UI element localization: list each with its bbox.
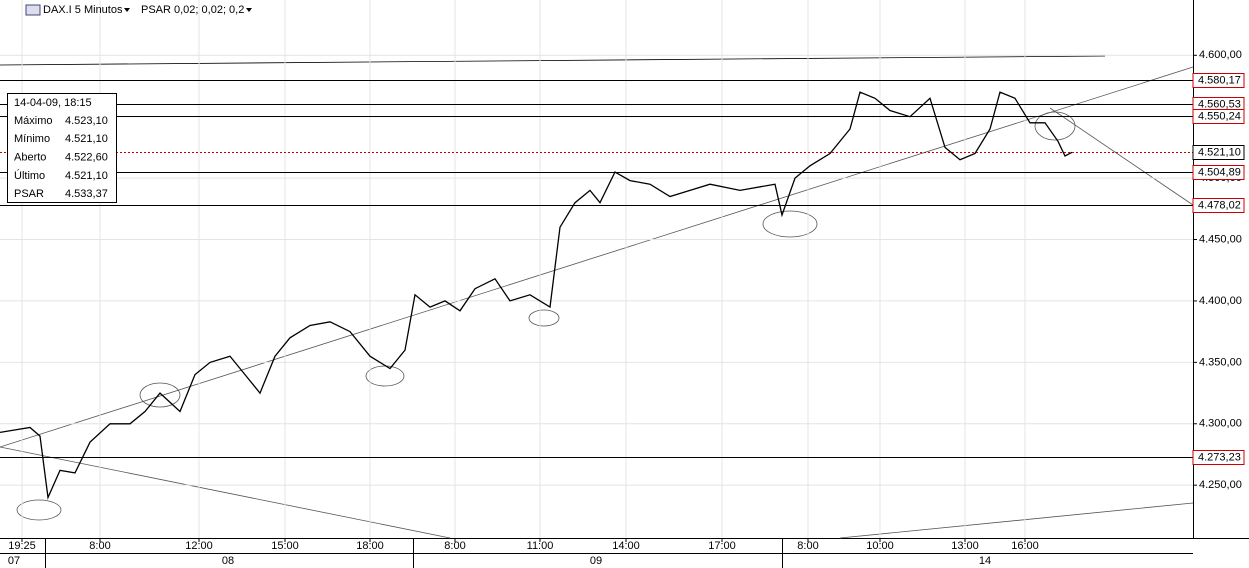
marker-ellipse [528,309,560,327]
x-tick-label: 8:00 [797,540,818,552]
day-label: 14 [979,555,991,567]
trend-line [1049,107,1194,206]
current-price-label: 4.521,10 [1198,146,1241,158]
level-label: 4.478,02 [1198,199,1241,211]
info-value: 4.521,10 [65,133,108,145]
price-line [0,91,1073,500]
trend-line [0,55,1106,66]
day-label: 09 [590,555,602,567]
x-tick-label: 11:00 [527,540,554,552]
x-tick-label: 18:00 [356,540,384,552]
info-label: Máximo [14,115,53,127]
info-value: 4.533,37 [65,188,108,200]
symbol[interactable]: DAX.I 5 Minutos [43,4,123,16]
x-tick-label: 8:00 [444,540,465,552]
plot [0,0,1193,538]
level-box [1192,73,1245,88]
current-price-box [1192,145,1245,160]
day-label: 07 [8,555,20,567]
x-tick-label: 14:00 [612,540,640,552]
info-label: Mínimo [14,133,50,145]
y-tick-label: 4.250,00 [1199,479,1242,491]
info-label: Último [14,169,45,182]
marker-ellipse [16,499,62,521]
trend-line [839,502,1194,539]
marker-ellipse [139,382,181,408]
level-label: 4.504,89 [1198,166,1241,178]
y-tick-label: 4.600,00 [1199,49,1242,61]
x-tick-label: 12:00 [185,540,213,552]
level-box [1192,198,1245,213]
dropdown-arrow[interactable] [246,8,252,12]
info-box: 14-04-09, 18:15 Máximo 4.523,10 Mínimo 4.52… [7,93,117,203]
x-tick-label: 10:00 [866,540,894,552]
cfd-icon [25,4,41,16]
x-tick-label: 8:00 [89,540,110,552]
indicator[interactable]: PSAR 0,02; 0,02; 0,2 [141,4,244,16]
header: DAX.I 5 Minutos PSAR 0,02; 0,02; 0,2 [25,4,252,16]
level-label: 4.273,23 [1198,451,1241,463]
level-label: 4.580,17 [1198,74,1241,86]
y-tick-label: 4.450,00 [1199,233,1242,245]
info-value: 4.522,60 [65,152,108,164]
info-label: PSAR [14,188,44,200]
info-value: 4.521,10 [65,170,108,182]
trend-line [0,446,451,539]
x-tick-label: 16:00 [1011,540,1039,552]
level-label: 4.560,53 [1198,98,1241,110]
marker-ellipse [1034,111,1076,141]
level-label: 4.550,24 [1198,110,1241,122]
x-tick-label: 19:25 [8,540,36,552]
dropdown-arrow[interactable] [124,8,130,12]
day-label: 08 [222,555,234,567]
y-tick-label: 4.300,00 [1199,418,1242,430]
marker-ellipse [762,210,818,238]
level-box [1192,165,1245,180]
info-date: 14-04-09, 18:15 [14,97,92,109]
info-label: Aberto [14,152,46,164]
level-box [1192,109,1245,124]
x-tick-label: 13:00 [951,540,979,552]
info-frame [7,93,117,203]
y-tick-label: 4.400,00 [1199,295,1242,307]
level-box [1192,450,1245,465]
info-value: 4.523,10 [65,115,108,127]
x-tick-label: 15:00 [271,540,299,552]
x-tick-label: 17:00 [708,540,736,552]
y-tick-label: 4.350,00 [1199,356,1242,368]
